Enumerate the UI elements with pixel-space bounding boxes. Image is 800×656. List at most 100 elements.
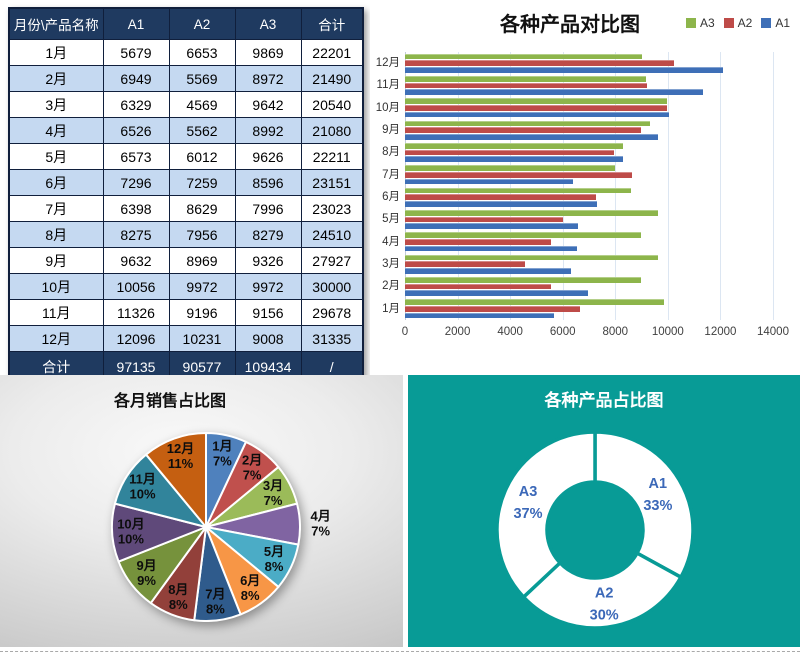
bar-A1-10月[interactable] [405,111,670,118]
bar-A2-6月[interactable] [405,194,596,200]
table-cell[interactable]: 10056 [102,273,170,300]
bar-A3-9月[interactable] [405,120,651,127]
bar-A1-6月[interactable] [405,201,597,207]
bar-A2-1月[interactable] [405,306,580,312]
table-cell[interactable]: 8629 [168,195,236,222]
table-cell[interactable]: 31335 [300,325,364,352]
table-cell[interactable]: 20540 [300,91,364,118]
pie-slice-12月[interactable] [145,432,207,528]
bar-A2-3月[interactable] [405,261,526,267]
table-cell[interactable]: 10月 [8,273,104,300]
table-cell[interactable]: 9642 [234,91,302,118]
table-cell[interactable]: 7296 [102,169,170,196]
column-header[interactable]: 月份\产品名称 [8,7,104,40]
legend-item-A1[interactable]: A1 [761,16,790,30]
bar-A2-8月[interactable] [405,149,615,156]
table-cell[interactable]: 21490 [300,65,364,92]
bar-A2-12月[interactable] [405,60,674,66]
table-cell[interactable]: 4月 [8,117,104,144]
donut-segment-A2[interactable] [521,550,684,630]
table-cell[interactable]: 8279 [234,221,302,248]
bar-A1-12月[interactable] [405,67,723,73]
table-cell[interactable]: 2月 [8,65,104,92]
bar-A3-3月[interactable] [405,254,659,261]
table-cell[interactable]: 30000 [300,273,364,300]
table-cell[interactable]: 6653 [168,39,236,66]
bar-A1-1月[interactable] [405,312,555,319]
table-cell[interactable]: 5569 [168,65,236,92]
bar-A1-3月[interactable] [405,268,572,274]
table-cell[interactable]: 8596 [234,169,302,196]
table-cell[interactable]: 27927 [300,247,364,274]
donut-segment-A1[interactable] [593,430,695,580]
bar-A1-5月[interactable] [405,223,578,230]
table-cell[interactable]: 9972 [168,273,236,300]
table-cell[interactable]: 7956 [168,221,236,248]
table-cell[interactable]: 11月 [8,299,104,326]
table-cell[interactable]: 5562 [168,117,236,144]
table-cell[interactable]: 11326 [102,299,170,326]
bar-A1-7月[interactable] [405,178,574,185]
table-cell[interactable]: 24510 [300,221,364,248]
table-cell[interactable]: 3月 [8,91,104,118]
bar-A2-2月[interactable] [405,283,552,290]
table-cell[interactable]: 29678 [300,299,364,326]
table-cell[interactable]: 9632 [102,247,170,274]
table-cell[interactable]: 9月 [8,247,104,274]
bar-A3-5月[interactable] [405,209,659,216]
table-cell[interactable]: 22201 [300,39,364,66]
table-cell[interactable]: 6573 [102,143,170,170]
bar-A3-8月[interactable] [405,142,623,149]
bar-A2-11月[interactable] [405,82,647,89]
bar-A3-4月[interactable] [405,232,642,238]
table-cell[interactable]: 6398 [102,195,170,222]
bar-A3-12月[interactable] [405,53,642,60]
table-cell[interactable]: 8969 [168,247,236,274]
bar-A2-4月[interactable] [405,239,552,245]
table-cell[interactable]: 5月 [8,143,104,170]
table-cell[interactable]: 8月 [8,221,104,248]
table-cell[interactable]: 9626 [234,143,302,170]
bar-A2-9月[interactable] [405,127,641,133]
table-cell[interactable]: 6329 [102,91,170,118]
table-cell[interactable]: 12月 [8,325,104,352]
legend-item-A3[interactable]: A3 [685,16,715,30]
bar-A3-11月[interactable] [405,75,646,82]
legend-item-A2[interactable]: A2 [723,16,752,30]
bar-A1-11月[interactable] [405,89,703,96]
table-cell[interactable]: 7259 [168,169,236,196]
table-cell[interactable]: 8275 [102,221,170,248]
table-cell[interactable]: 5679 [102,39,170,66]
bar-A3-2月[interactable] [405,276,641,283]
table-cell[interactable]: 6012 [168,143,236,170]
bar-A3-1月[interactable] [405,299,665,305]
table-cell[interactable]: 22211 [300,143,364,170]
table-cell[interactable]: 9869 [234,39,302,66]
table-cell[interactable]: 4569 [168,91,236,118]
table-cell[interactable]: 1月 [8,39,104,66]
table-cell[interactable]: 6月 [8,169,104,196]
table-cell[interactable]: 6526 [102,117,170,144]
bar-A2-7月[interactable] [405,172,632,178]
bar-A3-6月[interactable] [405,187,631,194]
table-cell[interactable]: 10231 [168,325,236,352]
bar-A2-5月[interactable] [405,216,564,223]
bar-A1-2月[interactable] [405,290,588,297]
donut-segment-A3[interactable] [495,430,597,600]
table-cell[interactable]: 23023 [300,195,364,222]
table-cell[interactable]: 8972 [234,65,302,92]
table-cell[interactable]: 9972 [234,273,302,300]
bar-A2-10月[interactable] [405,105,668,111]
table-cell[interactable]: 9156 [234,299,302,326]
column-header[interactable]: A3 [234,7,302,40]
bar-A1-9月[interactable] [405,134,659,140]
table-cell[interactable]: 7996 [234,195,302,222]
table-cell[interactable]: 9008 [234,325,302,352]
bar-A1-8月[interactable] [405,156,623,163]
column-header[interactable]: A1 [102,7,170,40]
column-header[interactable]: 合计 [300,7,364,40]
table-cell[interactable]: 8992 [234,117,302,144]
table-cell[interactable]: 21080 [300,117,364,144]
column-header[interactable]: A2 [168,7,236,40]
bar-A3-10月[interactable] [405,98,668,104]
